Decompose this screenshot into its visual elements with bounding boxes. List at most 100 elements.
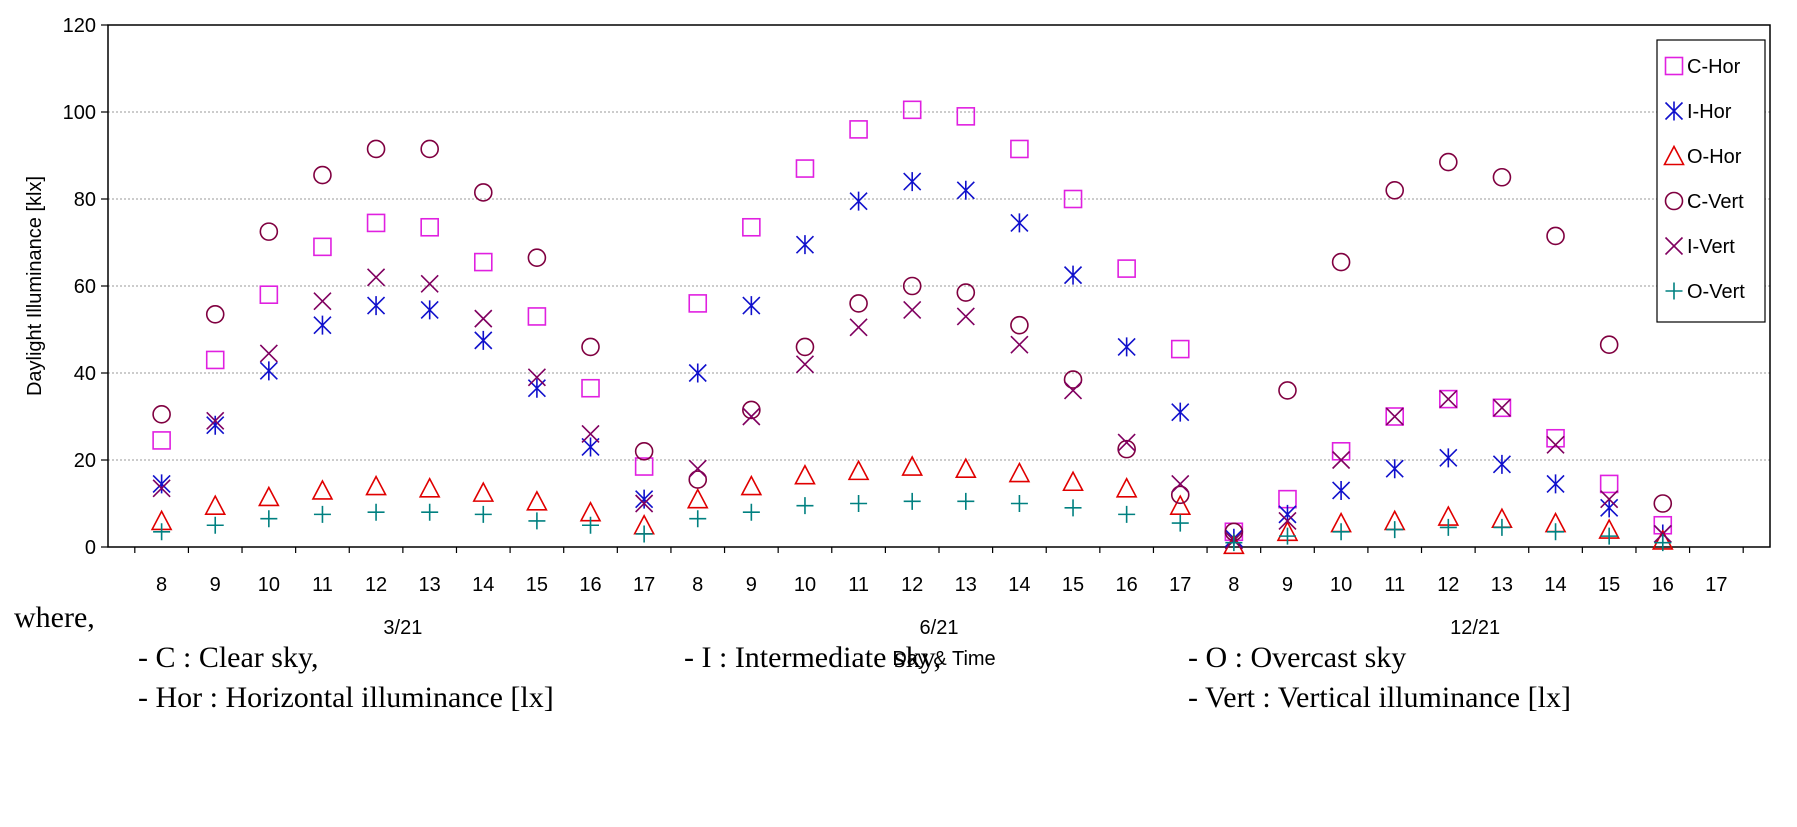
x-group-label: 3/21: [383, 617, 422, 639]
data-point: [1062, 470, 1084, 492]
data-point: [1331, 441, 1351, 461]
legend-item-c-vert: C-Vert: [1664, 191, 1744, 213]
x-tick-label: 15: [1062, 574, 1084, 596]
x-tick-label: 13: [1491, 574, 1513, 596]
data-point: [526, 490, 548, 511]
data-point: [635, 489, 654, 509]
data-point: [1117, 439, 1136, 459]
data-point: [1386, 521, 1404, 539]
data-point: [1439, 518, 1457, 536]
data-point: [1332, 450, 1351, 470]
data-point: [311, 479, 334, 500]
data-point: [1492, 398, 1512, 418]
legend-marker: [1664, 236, 1684, 256]
y-tick-label: 80: [74, 189, 96, 211]
data-point: [1010, 213, 1029, 233]
series-c-vert: [152, 139, 1673, 542]
data-point: [420, 217, 439, 237]
legend-label: O-Vert: [1687, 281, 1745, 303]
data-point: [313, 315, 332, 335]
data-point: [259, 361, 278, 381]
data-point: [795, 159, 815, 178]
data-point: [153, 523, 171, 541]
data-point: [847, 459, 870, 481]
legend-label: C-Hor: [1687, 56, 1741, 78]
data-point: [418, 477, 441, 498]
data-point: [689, 510, 707, 528]
x-tick-label: 17: [1169, 574, 1191, 596]
series-i-hor: [152, 172, 1672, 548]
x-tick-label: 8: [156, 574, 167, 596]
x-tick-label: 11: [1384, 574, 1405, 596]
data-point: [1385, 407, 1405, 426]
data-point: [1600, 498, 1619, 518]
x-tick-label: 8: [1228, 574, 1239, 596]
data-point: [259, 222, 279, 241]
y-tick-label: 120: [63, 15, 96, 37]
x-tick-label: 15: [1598, 574, 1620, 596]
data-point: [1278, 527, 1296, 545]
data-point: [1010, 139, 1029, 159]
y-tick-label: 20: [74, 450, 96, 472]
data-point: [1600, 527, 1618, 545]
data-point: [956, 307, 975, 326]
data-point: [1170, 339, 1190, 359]
data-point: [1546, 428, 1565, 448]
legend-marker: [1665, 282, 1683, 300]
data-point: [581, 424, 600, 443]
data-point: [420, 300, 439, 320]
y-tick-label: 100: [63, 102, 96, 124]
data-point: [742, 217, 761, 237]
data-point: [581, 437, 600, 457]
data-point: [1331, 252, 1351, 272]
data-point: [1064, 499, 1082, 517]
data-point: [903, 300, 922, 319]
data-point: [1063, 370, 1083, 389]
data-point: [902, 100, 922, 120]
y-axis: 0 20 40 60 80 100 120: [63, 15, 108, 559]
data-point: [903, 492, 921, 510]
data-point: [527, 378, 546, 398]
data-point: [1439, 152, 1458, 172]
data-point: [1115, 477, 1138, 498]
data-point: [635, 525, 653, 543]
x-tick-label: 13: [955, 574, 977, 596]
data-point: [635, 494, 654, 513]
data-point: [1653, 524, 1672, 544]
data-point: [1653, 494, 1673, 513]
x-tick-label: 13: [419, 574, 441, 596]
data-point: [366, 296, 386, 316]
x-tick-label: 8: [692, 574, 703, 596]
series-o-vert: [153, 492, 1672, 552]
data-point: [366, 268, 386, 287]
data-point: [259, 285, 279, 305]
x-tick-label: 10: [794, 574, 816, 596]
data-point: [1547, 523, 1565, 541]
data-point: [365, 474, 387, 496]
x-tick-label: 14: [1544, 574, 1566, 596]
data-point: [795, 337, 815, 357]
data-point: [1063, 265, 1083, 285]
data-point: [849, 318, 868, 337]
data-point: [1332, 523, 1350, 541]
data-point: [1439, 390, 1458, 409]
data-point: [1546, 226, 1565, 246]
data-point: [1010, 315, 1029, 335]
data-point: [472, 481, 495, 502]
legend-marker: [1664, 56, 1684, 76]
x-tick-label: 16: [579, 574, 601, 596]
data-point: [1492, 167, 1512, 187]
data-point: [1170, 485, 1190, 505]
legend-item-i-hor: I-Hor: [1664, 101, 1732, 123]
data-point: [527, 307, 547, 326]
legend-marker: [1664, 191, 1684, 211]
data-point: [152, 479, 171, 498]
data-point: [957, 492, 975, 510]
data-point: [420, 274, 439, 293]
y-tick-label: 0: [85, 537, 96, 559]
data-point: [582, 516, 600, 534]
data-point: [206, 415, 225, 435]
data-point: [313, 237, 332, 257]
data-point: [1118, 505, 1136, 523]
data-point: [366, 139, 386, 159]
